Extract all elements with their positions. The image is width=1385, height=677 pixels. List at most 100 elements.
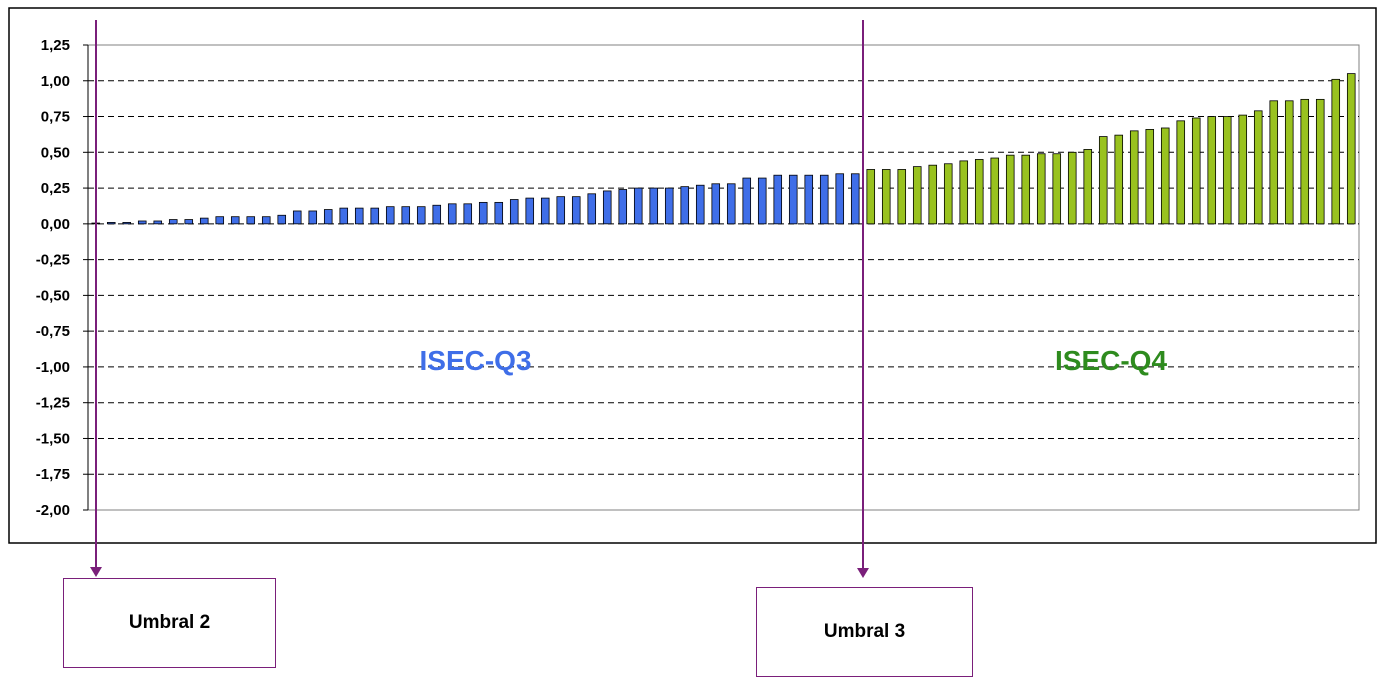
bar [339, 207, 349, 225]
bar [385, 206, 395, 225]
bar [122, 222, 132, 225]
bar [1145, 129, 1155, 225]
bar [633, 187, 643, 225]
bar [292, 210, 302, 225]
bar [1346, 73, 1356, 225]
bar [168, 219, 178, 225]
y-tick-label: 1,00 [41, 73, 70, 90]
bar [664, 187, 674, 225]
bar [199, 217, 209, 225]
bar [912, 166, 922, 225]
bar [695, 184, 705, 225]
bar [602, 190, 612, 225]
bar [866, 169, 876, 225]
bar [928, 164, 938, 225]
bar [1129, 130, 1139, 225]
bar [556, 196, 566, 225]
bar [1021, 154, 1031, 225]
y-tick-label: -1,00 [36, 359, 70, 376]
bar [184, 219, 194, 225]
bar [897, 169, 907, 225]
bar [261, 216, 271, 225]
y-tick-label: 1,25 [41, 37, 70, 54]
bar [432, 204, 442, 225]
bar [850, 173, 860, 225]
y-axis-ticks: 1,25 1,00 0,75 0,50 0,25 0,00 -0,25 -0,50 -0,75 -… [36, 37, 89, 519]
bar [788, 174, 798, 225]
y-tick-label: 0,25 [41, 180, 70, 197]
y-tick-label: -0,75 [36, 323, 70, 340]
bar [1269, 100, 1279, 225]
region-label: ISEC-Q3 [419, 345, 531, 376]
bar [1036, 153, 1046, 225]
bar [308, 210, 318, 225]
bar [943, 163, 953, 225]
bars [91, 73, 1356, 225]
threshold-arrows [90, 20, 869, 578]
bar [711, 183, 721, 225]
bar [773, 174, 783, 225]
bar [1207, 116, 1217, 225]
bar [494, 201, 504, 225]
bar [1331, 78, 1341, 225]
bar [1300, 98, 1310, 225]
bar [990, 157, 1000, 225]
bar [323, 209, 333, 225]
y-tick-label: -1,25 [36, 395, 70, 412]
gridlines [88, 80, 1359, 475]
bar [804, 174, 814, 225]
bar [1253, 110, 1263, 225]
y-tick-label: 0,50 [41, 144, 70, 161]
bar [618, 189, 628, 225]
bar [1238, 114, 1248, 225]
region-labels: ISEC-Q3 ISEC-Q4 [419, 345, 1167, 376]
y-tick-label: -2,00 [36, 502, 70, 519]
bar [819, 174, 829, 225]
bar [416, 206, 426, 225]
umbral-2-box: Umbral 2 [63, 578, 276, 668]
bar [835, 173, 845, 225]
bar [246, 216, 256, 225]
bar [1191, 117, 1201, 225]
bar [881, 169, 891, 225]
bar [649, 187, 659, 225]
bar [974, 159, 984, 225]
bar [726, 183, 736, 225]
bar [1176, 120, 1186, 225]
bar [959, 160, 969, 225]
bar [525, 197, 535, 225]
bar [1222, 116, 1232, 225]
bar [571, 196, 581, 225]
bar [540, 197, 550, 225]
bar [1067, 151, 1077, 225]
threshold-arrowhead [90, 567, 102, 577]
y-tick-label: 0,75 [41, 109, 70, 126]
bar [354, 207, 364, 225]
region-label: ISEC-Q4 [1055, 345, 1167, 376]
bar [277, 214, 287, 225]
bar [1114, 134, 1124, 225]
bar [757, 177, 767, 225]
bar [1284, 100, 1294, 225]
bar [478, 201, 488, 225]
bar [509, 199, 519, 225]
bar [680, 186, 690, 225]
bar [370, 207, 380, 225]
umbral-2-label: Umbral 2 [128, 612, 211, 633]
umbral-3-label: Umbral 3 [823, 621, 906, 642]
y-tick-label: -1,75 [36, 466, 70, 483]
bar [215, 216, 225, 225]
bar [401, 206, 411, 225]
threshold-arrowhead [857, 568, 869, 578]
umbral-3-box: Umbral 3 [756, 587, 973, 677]
bar [106, 222, 116, 225]
bar [447, 203, 457, 225]
bar [1098, 136, 1108, 225]
bar [1052, 153, 1062, 225]
chart: 1,25 1,00 0,75 0,50 0,25 0,00 -0,25 -0,50 -0,75 -… [8, 7, 1377, 578]
y-tick-label: 0,00 [41, 216, 70, 233]
bar [742, 177, 752, 225]
plot-area [87, 44, 1360, 511]
y-tick-label: -0,50 [36, 287, 70, 304]
y-tick-label: -1,50 [36, 430, 70, 447]
